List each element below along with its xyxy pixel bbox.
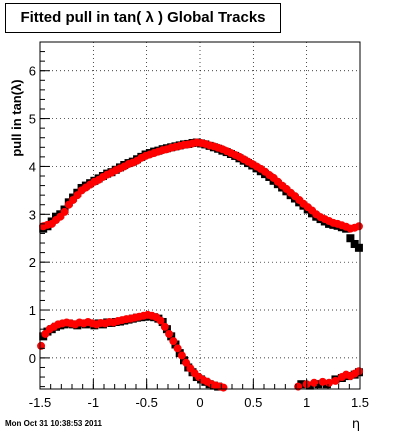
x-tick-label: 0.5 — [244, 395, 262, 410]
red-circle-point — [354, 222, 363, 231]
red-circle-point — [156, 316, 165, 325]
x-tick-label: 1 — [303, 395, 310, 410]
y-tick-label: 0 — [29, 351, 36, 366]
red-circle-point — [169, 337, 178, 346]
black-square-point — [314, 380, 323, 389]
red-circle-point — [60, 207, 69, 216]
red-circle-point — [318, 377, 327, 386]
y-tick-label: 6 — [29, 64, 36, 79]
black-square-point — [354, 243, 363, 252]
y-tick-label: 1 — [29, 303, 36, 318]
red-circle-point — [325, 378, 334, 387]
grid-lines — [40, 42, 360, 389]
x-tick-label: -1.5 — [29, 395, 51, 410]
y-tick-label: 3 — [29, 207, 36, 222]
x-axis-label: η — [352, 417, 360, 432]
red-circle-point — [177, 351, 186, 360]
timestamp-footer: Mon Oct 31 10:38:53 2011 — [5, 419, 102, 428]
red-circle-point — [354, 367, 363, 376]
red-circle-point — [331, 376, 340, 385]
data-points — [37, 138, 363, 392]
y-tick-label: 5 — [29, 112, 36, 127]
x-tick-label: 0 — [196, 395, 203, 410]
red-circle-point — [160, 322, 169, 331]
red-circle-point — [310, 378, 319, 387]
x-tick-label: -1 — [88, 395, 100, 410]
x-tick-label: -0.5 — [135, 395, 157, 410]
y-tick-label: 2 — [29, 255, 36, 270]
y-tick-label: 4 — [29, 159, 36, 174]
chart-title-box: Fitted pull in tan( λ ) Global Tracks — [5, 3, 281, 33]
y-axis-label: pull in tan(λ) — [9, 79, 24, 156]
red-circle-point — [219, 383, 228, 392]
axis-tick-labels: -1.5 -1 -0.5 0 0.5 1 1.5 0 1 2 3 4 5 6 — [29, 64, 369, 410]
x-tick-label: 1.5 — [351, 395, 369, 410]
chart-title: Fitted pull in tan( λ ) Global Tracks — [20, 9, 266, 26]
red-circle-point — [165, 329, 174, 338]
red-circle-point — [182, 358, 191, 367]
black-square-point — [346, 234, 355, 243]
axis-ticks — [39, 51, 361, 389]
black-square-point — [350, 239, 359, 248]
red-circle-point — [173, 344, 182, 353]
